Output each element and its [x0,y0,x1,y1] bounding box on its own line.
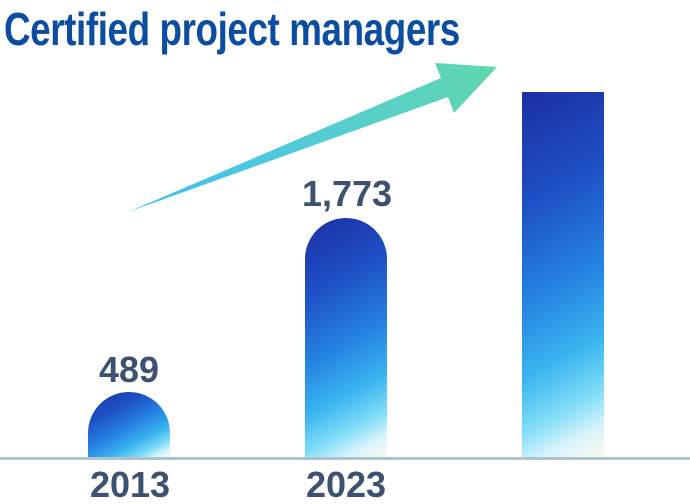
bar-unlabeled [522,92,604,458]
value-label-2013: 489 [98,349,160,390]
x-axis-line [0,457,690,460]
x-axis-label-2023: 2023 [305,464,387,504]
x-axis-label-2013: 2013 [89,464,171,504]
value-label-2023: 1,773 [301,173,393,214]
chart-title: Certified project managers [4,3,460,55]
bar-2013 [88,392,170,458]
bar-2023 [305,218,387,458]
